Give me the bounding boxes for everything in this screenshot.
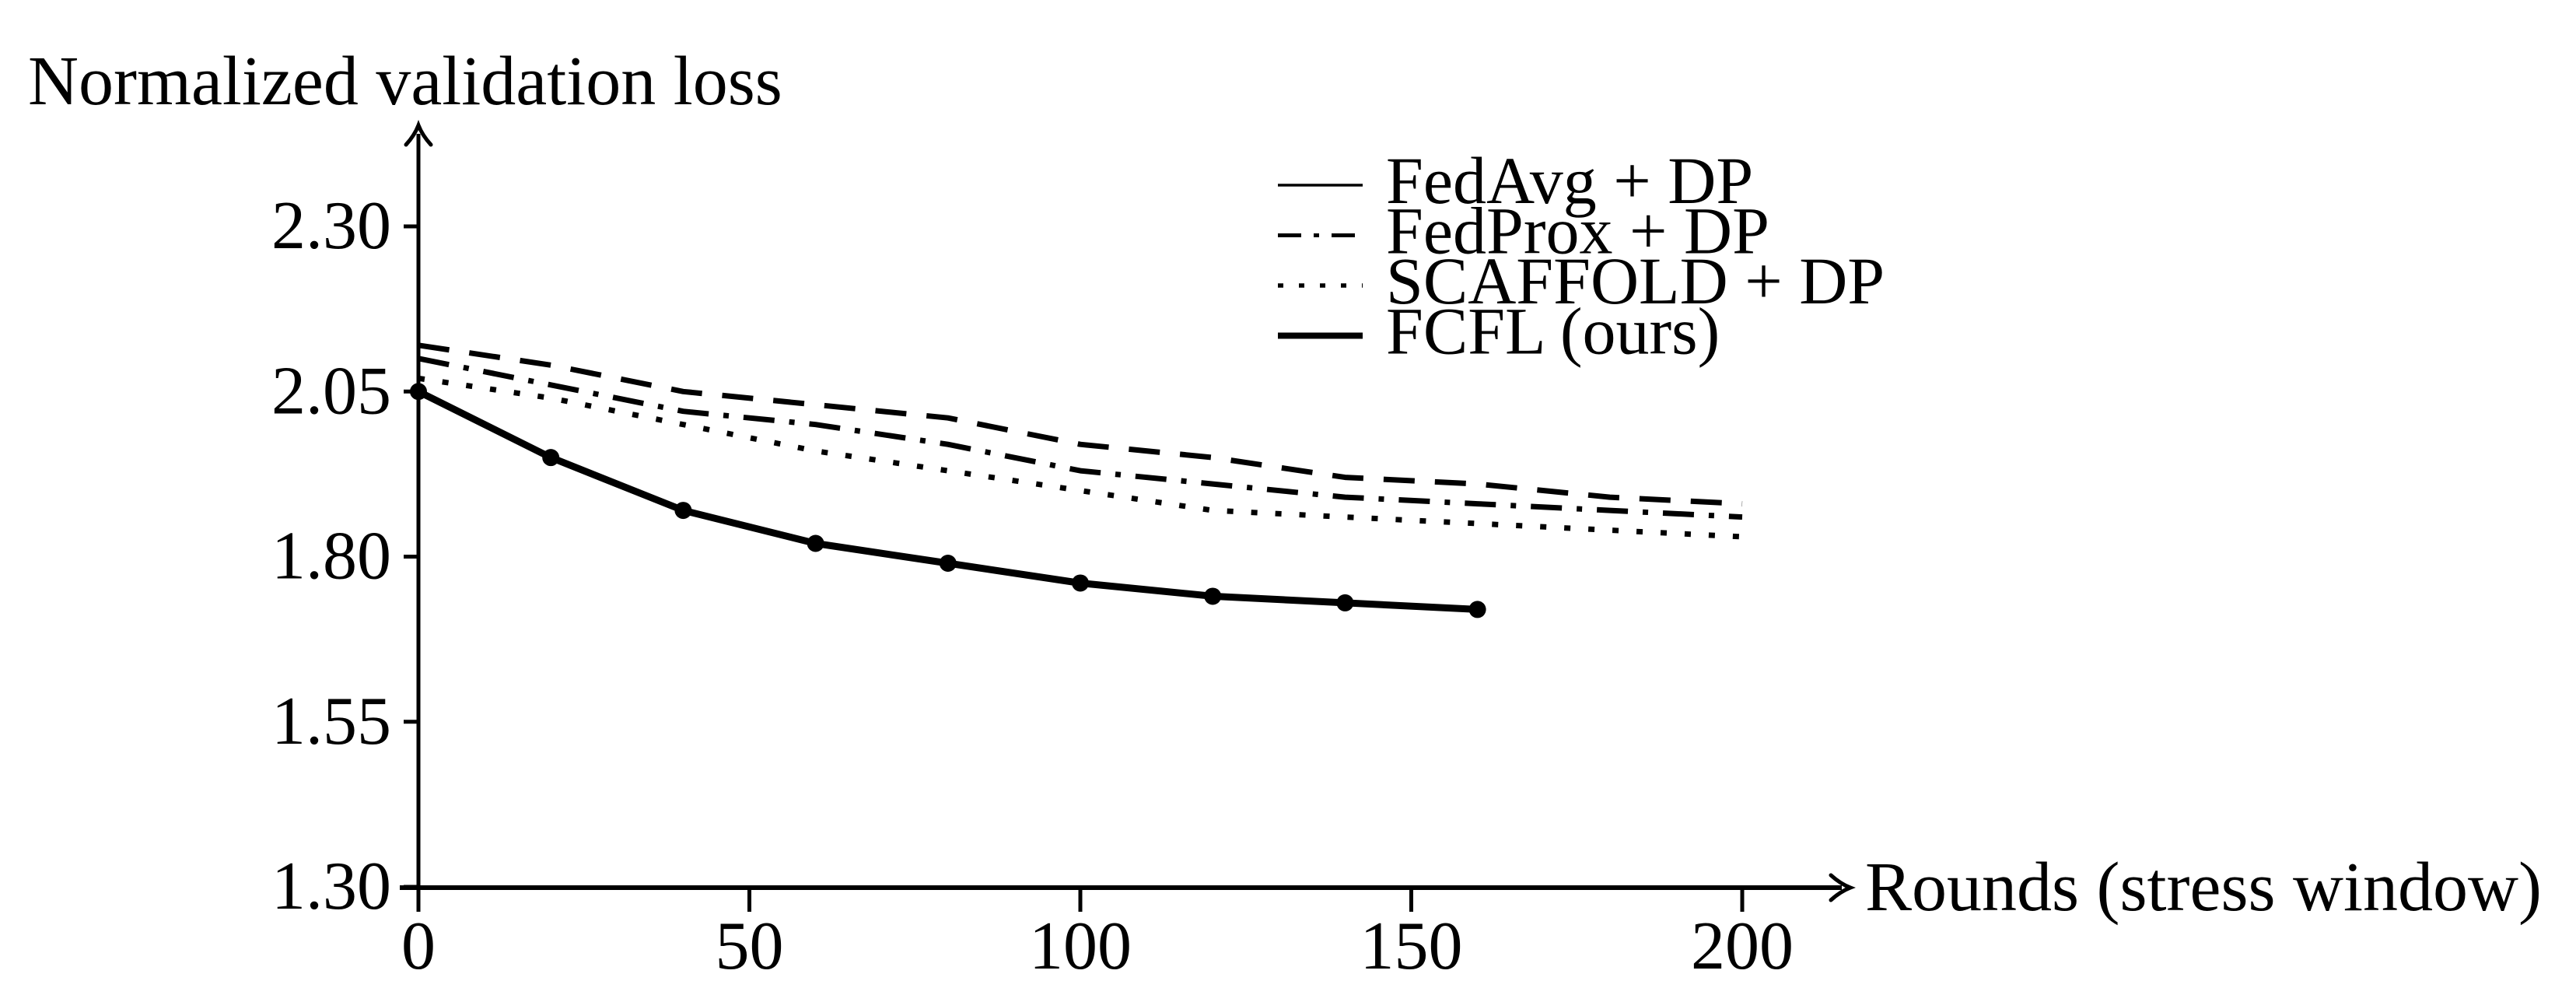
series-marker — [1072, 574, 1089, 592]
series-marker — [1204, 587, 1222, 605]
x-tick-label: 150 — [1360, 909, 1463, 984]
x-axis-label: Rounds (stress window) — [1865, 849, 2542, 926]
legend-label: FCFL (ours) — [1386, 294, 1720, 369]
series-line-fedavg-dp — [418, 342, 1743, 507]
series-marker — [1336, 594, 1354, 611]
y-tick-label: 2.30 — [271, 188, 391, 264]
series-marker — [674, 502, 692, 520]
y-tick-label: 1.80 — [271, 519, 391, 594]
x-axis-arrow-icon — [1829, 873, 1856, 902]
chart-title: Normalized validation loss — [28, 43, 782, 120]
plot-series — [410, 342, 1743, 618]
series-line-fedprox-dp — [418, 356, 1743, 520]
x-tick-label: 0 — [401, 909, 436, 984]
y-axis-ticks: 2.30 2.05 1.80 1.55 1.30 — [271, 188, 419, 924]
series-line-fcfl-ours- — [416, 388, 1478, 613]
axes — [400, 120, 1856, 902]
x-axis-ticks: 0 50 100 150 200 — [401, 888, 1794, 984]
series-marker — [410, 383, 427, 401]
x-tick-label: 50 — [716, 909, 784, 984]
series-marker — [939, 554, 957, 572]
legend-label: FedProx + DP — [1386, 194, 1769, 268]
legend-label: FedAvg + DP — [1386, 143, 1753, 218]
y-axis-arrow-icon — [404, 120, 433, 147]
series-marker — [542, 449, 560, 467]
series-marker — [807, 534, 824, 552]
series-marker — [1468, 601, 1486, 618]
legend-label: SCAFFOLD + DP — [1386, 243, 1885, 318]
x-tick-label: 100 — [1029, 909, 1132, 984]
y-tick-label: 1.30 — [271, 849, 391, 924]
series-line-scaffold-dp — [418, 375, 1743, 540]
y-tick-label: 1.55 — [271, 684, 391, 759]
x-tick-label: 200 — [1691, 909, 1794, 984]
y-tick-label: 2.05 — [271, 353, 391, 429]
